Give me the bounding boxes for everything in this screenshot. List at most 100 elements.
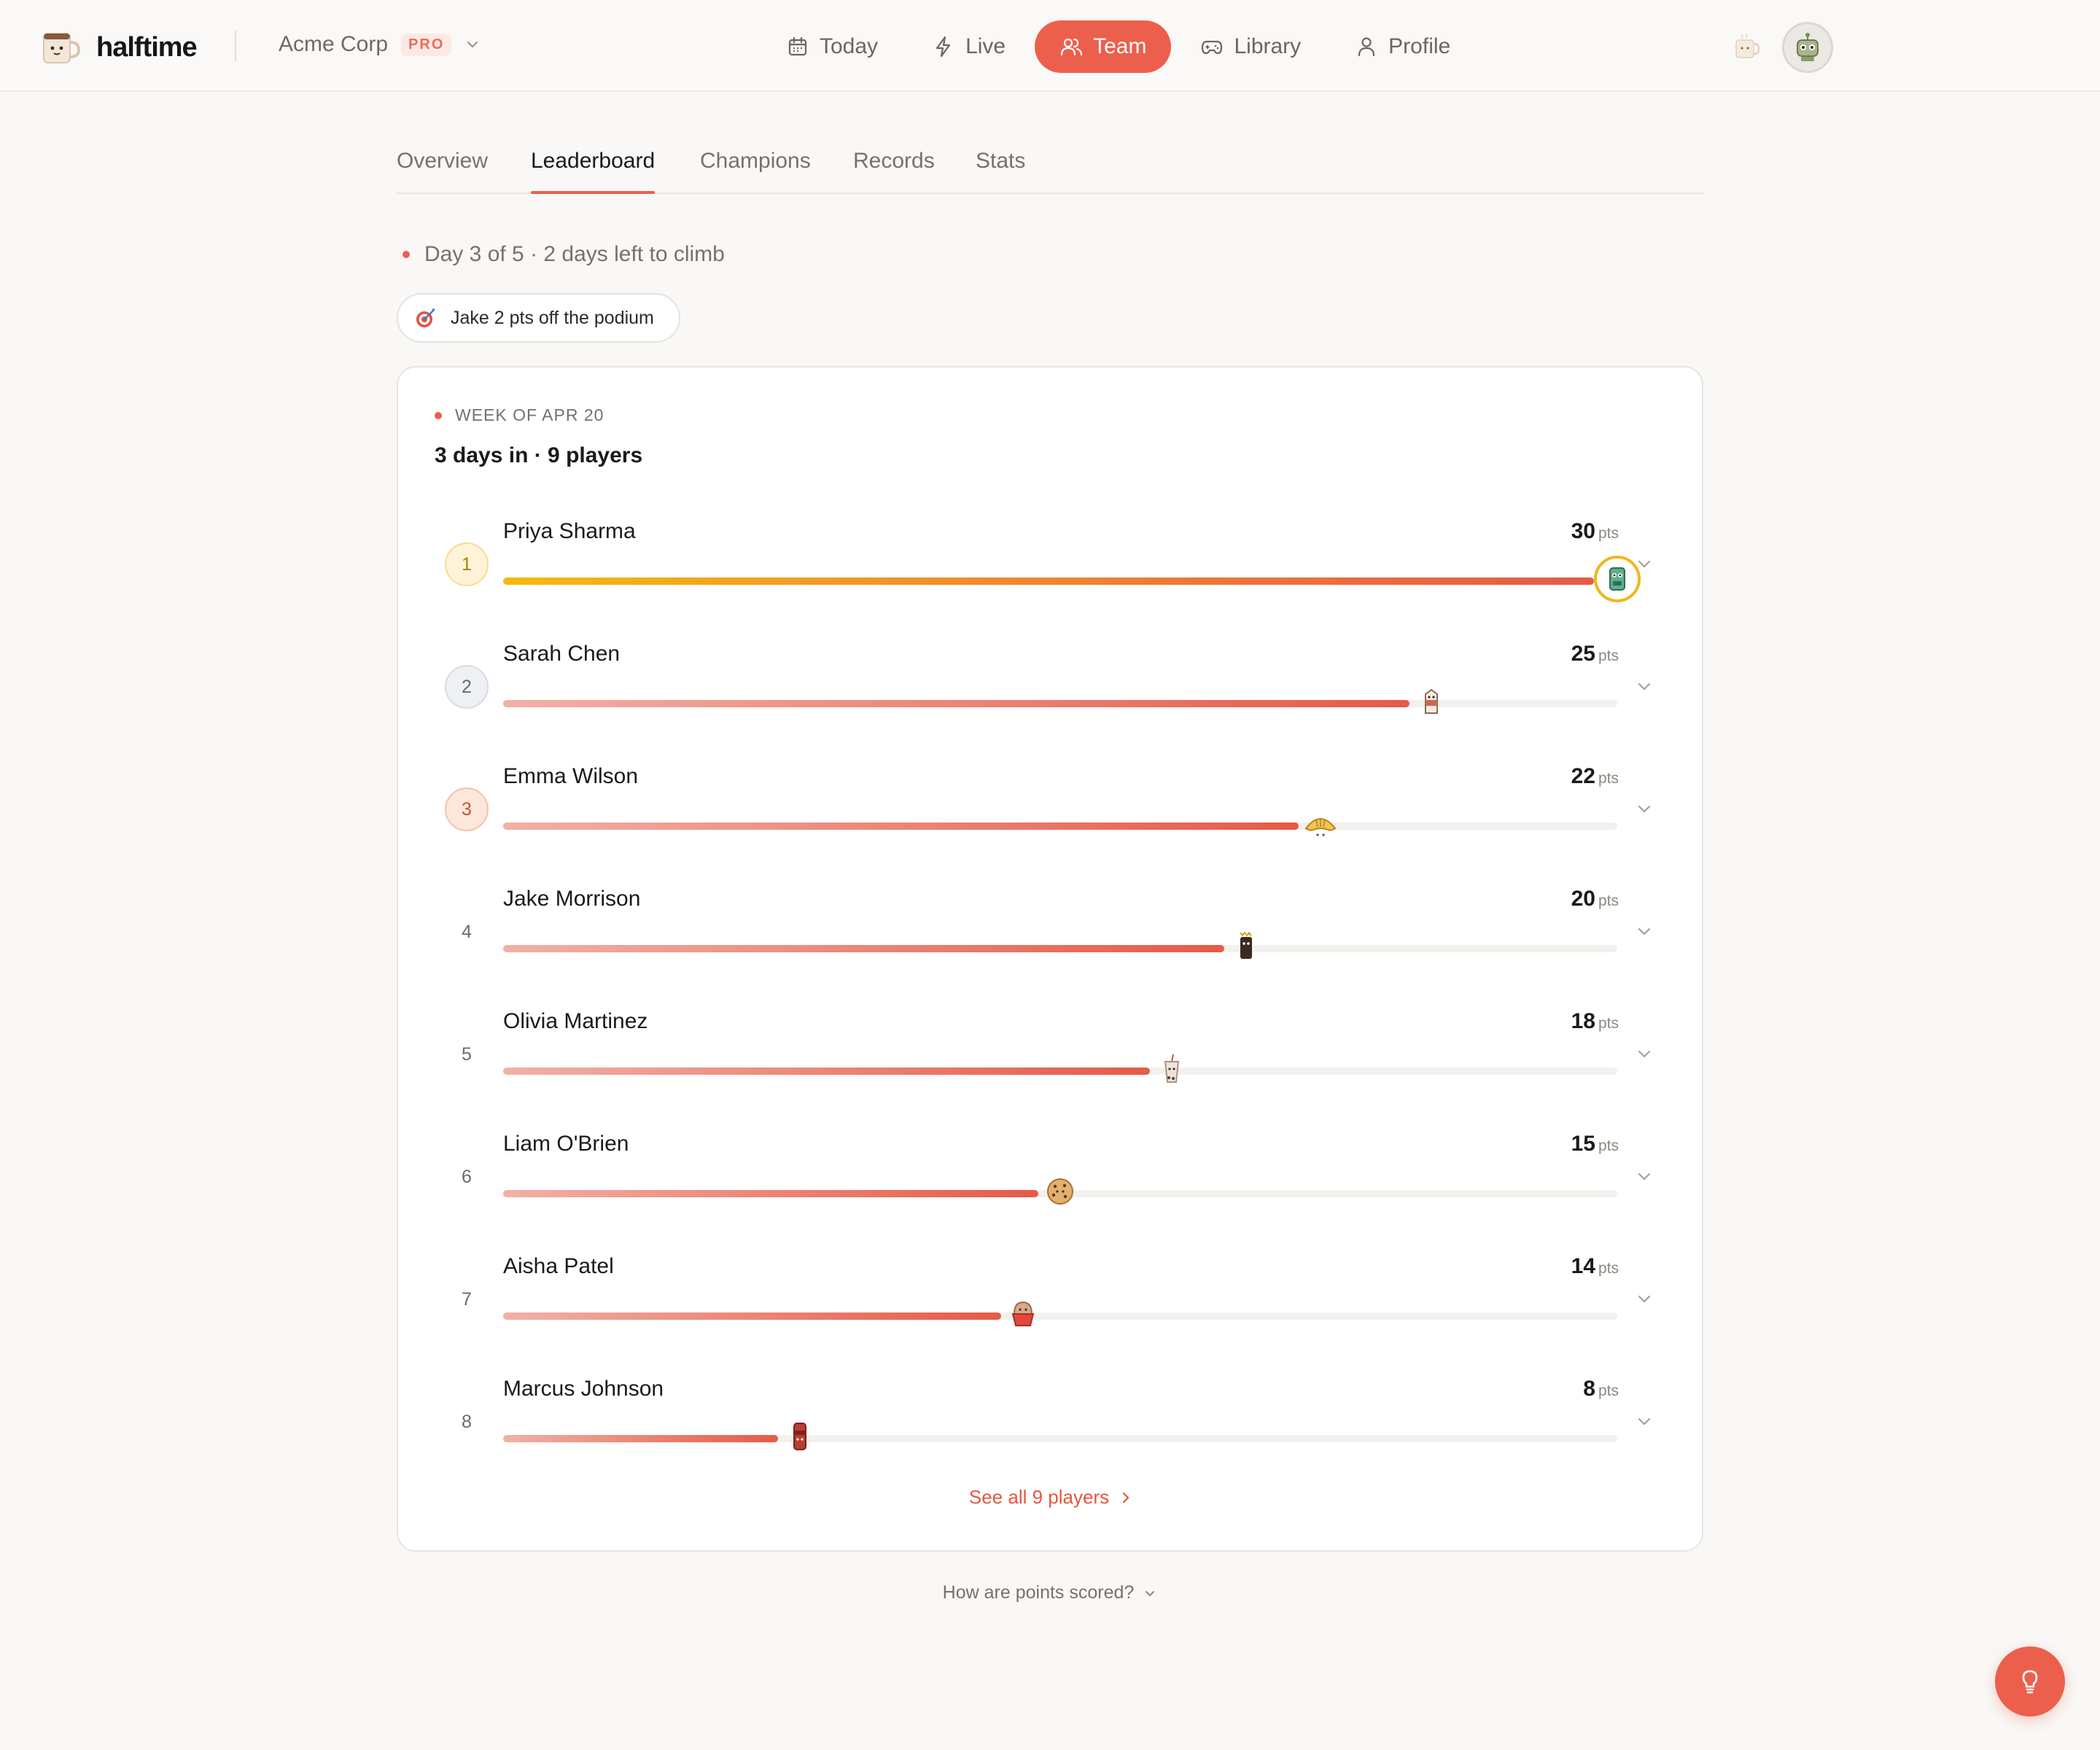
progress-track bbox=[503, 1178, 1617, 1205]
mug-logo-icon bbox=[43, 33, 81, 63]
leaderboard-row[interactable]: 5 Olivia Martinez 18 pts bbox=[398, 1000, 1705, 1123]
nav-today[interactable]: Today bbox=[761, 20, 903, 73]
milk-carton-icon bbox=[1408, 678, 1455, 725]
tips-button[interactable] bbox=[1995, 1646, 2065, 1716]
brand-name: halftime bbox=[96, 31, 198, 63]
points-unit: pts bbox=[1598, 892, 1619, 909]
points-unit: pts bbox=[1598, 770, 1619, 787]
player-points: 20 pts bbox=[1571, 887, 1619, 911]
users-icon bbox=[1061, 38, 1083, 56]
coffee-mug-icon[interactable] bbox=[1732, 32, 1762, 61]
chevron-down-icon[interactable] bbox=[1635, 922, 1654, 941]
rank-badge: 7 bbox=[462, 1288, 472, 1310]
points-unit: pts bbox=[1598, 1260, 1619, 1277]
section-tabs: Overview Leaderboard Champions Records S… bbox=[397, 143, 1703, 194]
player-points: 30 pts bbox=[1571, 519, 1619, 544]
chevron-down-icon[interactable] bbox=[1635, 1412, 1654, 1431]
points-value: 20 bbox=[1571, 887, 1595, 911]
leaderboard-summary: 3 days in · 9 players bbox=[435, 443, 643, 467]
points-unit: pts bbox=[1598, 648, 1619, 664]
status-text: Day 3 of 5 · 2 days left to climb bbox=[424, 242, 725, 266]
points-value: 18 bbox=[1571, 1009, 1595, 1033]
see-all-players-link[interactable]: See all 9 players bbox=[398, 1486, 1705, 1509]
rank-badge: 5 bbox=[462, 1043, 472, 1065]
brand[interactable]: halftime bbox=[39, 26, 198, 69]
chevron-down-icon bbox=[467, 41, 478, 48]
gamepad-icon bbox=[1202, 40, 1223, 55]
progress-track bbox=[503, 1054, 1617, 1083]
player-name: Emma Wilson bbox=[503, 764, 639, 788]
nav-live[interactable]: Live bbox=[907, 20, 1030, 73]
tab-stats[interactable]: Stats bbox=[976, 149, 1026, 173]
player-name: Priya Sharma bbox=[503, 519, 636, 543]
week-text: WEEK OF APR 20 bbox=[455, 405, 604, 424]
chevron-down-icon[interactable] bbox=[1635, 1167, 1654, 1186]
progress-fill bbox=[503, 1312, 1001, 1320]
leaderboard-row[interactable]: 7 Aisha Patel 14 pts bbox=[398, 1245, 1705, 1368]
leaderboard-row[interactable]: 2 Sarah Chen 25 pts bbox=[398, 633, 1705, 755]
target-icon bbox=[416, 308, 435, 327]
robot-avatar-icon bbox=[1797, 33, 1819, 61]
croissant-icon bbox=[1297, 801, 1344, 847]
tab-records[interactable]: Records bbox=[853, 149, 935, 173]
player-name: Jake Morrison bbox=[503, 887, 641, 911]
leaderboard-row[interactable]: 3 Emma Wilson 22 pts bbox=[398, 755, 1705, 878]
workspace-switcher[interactable]: Acme Corp PRO bbox=[279, 32, 481, 57]
callout-text: Jake 2 pts off the podium bbox=[451, 307, 654, 328]
progress-track bbox=[503, 818, 1617, 836]
points-value: 14 bbox=[1571, 1254, 1595, 1278]
rank-badge: 4 bbox=[462, 921, 472, 942]
cookie-icon bbox=[1037, 1168, 1084, 1215]
chocolate-bar-icon bbox=[1223, 923, 1269, 970]
player-name: Liam O'Brien bbox=[503, 1132, 629, 1156]
leaderboard-row[interactable]: 6 Liam O'Brien 15 pts bbox=[398, 1123, 1705, 1245]
progress-fill bbox=[503, 1068, 1150, 1075]
player-points: 18 pts bbox=[1571, 1009, 1619, 1034]
rank-badge: 1 bbox=[445, 542, 489, 586]
points-value: 8 bbox=[1583, 1377, 1595, 1401]
nav-library[interactable]: Library bbox=[1175, 20, 1326, 73]
tab-leaderboard[interactable]: Leaderboard bbox=[531, 149, 656, 194]
leaderboard-card: WEEK OF APR 20 3 days in · 9 players 1 Pr… bbox=[397, 366, 1703, 1552]
status-dot bbox=[402, 251, 410, 258]
leaderboard-row[interactable]: 4 Jake Morrison 20 pts bbox=[398, 878, 1705, 1000]
progress-track bbox=[503, 931, 1617, 959]
progress-fill bbox=[503, 1190, 1038, 1197]
points-unit: pts bbox=[1598, 1015, 1619, 1032]
boba-tea-icon bbox=[1148, 1046, 1195, 1092]
main-nav: Today Live Team Library Profile bbox=[761, 20, 1475, 73]
leaderboard-row[interactable]: 8 Marcus Johnson 8 pts bbox=[398, 1368, 1705, 1490]
points-value: 22 bbox=[1571, 764, 1595, 788]
cupcake-icon bbox=[1000, 1291, 1046, 1337]
pro-badge: PRO bbox=[401, 33, 452, 56]
user-icon bbox=[1358, 37, 1375, 57]
week-label: WEEK OF APR 20 bbox=[435, 405, 604, 425]
nav-live-label: Live bbox=[965, 34, 1006, 58]
lightbulb-icon bbox=[2022, 1670, 2038, 1694]
nav-team[interactable]: Team bbox=[1035, 20, 1172, 73]
podium-callout-chip[interactable]: Jake 2 pts off the podium bbox=[397, 293, 680, 343]
how-scored-label: How are points scored? bbox=[942, 1582, 1135, 1603]
player-points: 8 pts bbox=[1583, 1377, 1619, 1401]
chevron-down-icon[interactable] bbox=[1635, 677, 1654, 696]
header-divider bbox=[235, 31, 236, 61]
chevron-down-icon[interactable] bbox=[1635, 1289, 1654, 1308]
points-unit: pts bbox=[1598, 1382, 1619, 1399]
progress-track bbox=[503, 1423, 1617, 1450]
chevron-down-icon[interactable] bbox=[1635, 554, 1654, 573]
chevron-down-icon[interactable] bbox=[1635, 1044, 1654, 1063]
workspace-name: Acme Corp bbox=[279, 32, 389, 56]
calendar-icon bbox=[788, 36, 807, 56]
nav-profile[interactable]: Profile bbox=[1330, 20, 1475, 73]
user-avatar[interactable] bbox=[1782, 22, 1833, 73]
rank-badge: 8 bbox=[462, 1411, 472, 1432]
leaderboard-row[interactable]: 1 Priya Sharma 30 pts bbox=[398, 510, 1705, 633]
player-points: 22 pts bbox=[1571, 764, 1619, 789]
tab-champions[interactable]: Champions bbox=[700, 149, 811, 173]
tab-overview[interactable]: Overview bbox=[397, 149, 489, 173]
see-all-label: See all 9 players bbox=[968, 1486, 1110, 1508]
competition-status: Day 3 of 5 · 2 days left to climb bbox=[402, 242, 725, 267]
chevron-down-icon[interactable] bbox=[1635, 799, 1654, 818]
how-points-scored-toggle[interactable]: How are points scored? bbox=[0, 1582, 2100, 1603]
